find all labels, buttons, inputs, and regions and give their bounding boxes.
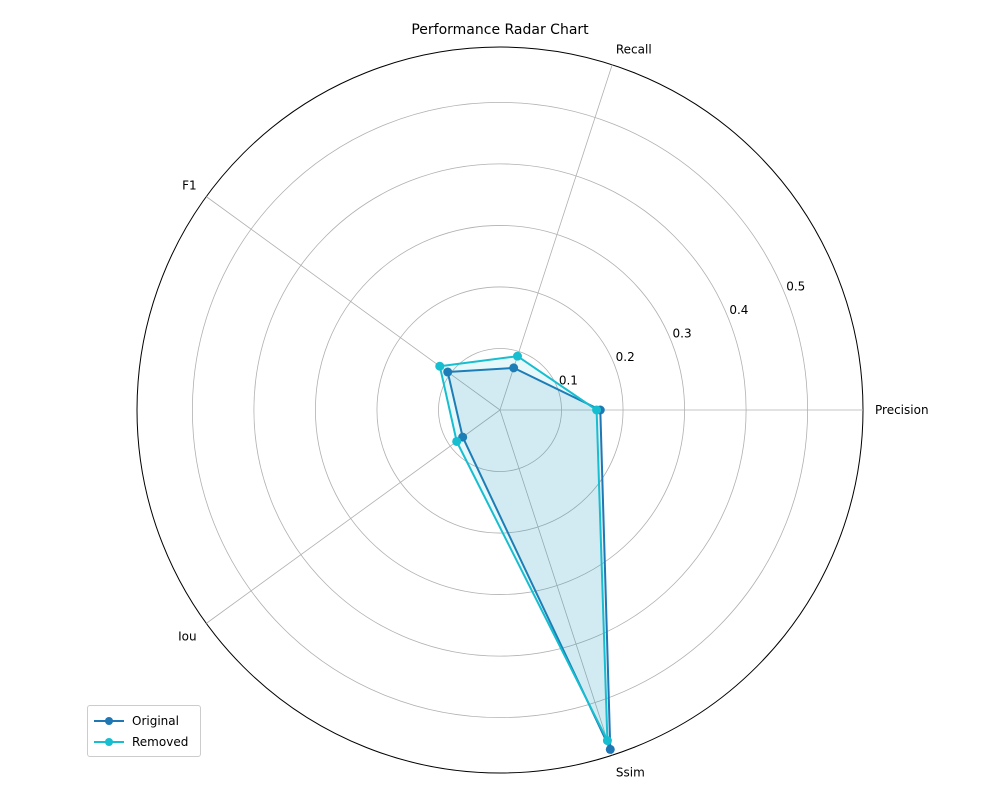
series-point-removed-recall (512, 351, 522, 361)
legend-label-removed: Removed (132, 734, 189, 749)
series-point-removed-ssim (602, 736, 612, 746)
radial-tick-label: 0.5 (786, 279, 805, 293)
spoke-iou (206, 409, 501, 624)
spoke-ssim (499, 409, 613, 756)
axis-label-iou: Iou (178, 629, 197, 643)
series-point-original-recall (509, 363, 519, 373)
legend-item-removed: Removed (94, 731, 194, 752)
series-fill-removed (439, 356, 608, 741)
radial-tick-label: 0.4 (729, 303, 748, 317)
series-line-removed (438, 355, 609, 742)
series-fill-original (447, 367, 611, 750)
axis-label-recall: Recall (616, 42, 652, 56)
series-point-removed-precision (592, 405, 602, 415)
chart-title: Performance Radar Chart (411, 22, 589, 38)
radial-tick-label: 0.2 (616, 350, 635, 364)
series-point-removed-f1 (435, 361, 445, 371)
legend-item-original: Original (94, 710, 194, 731)
axis-label-f1: F1 (182, 179, 197, 193)
legend-label-original: Original (132, 713, 179, 728)
legend-swatch-removed (94, 736, 124, 748)
legend-swatch-original (94, 715, 124, 727)
axis-label-ssim: Ssim (616, 766, 645, 780)
series-line-original (446, 366, 612, 751)
radial-tick-label: 0.3 (673, 326, 692, 340)
series-point-original-ssim (605, 744, 615, 754)
axis-label-precision: Precision (875, 403, 929, 417)
legend: Original Removed (87, 705, 201, 757)
radial-tick-label: 0.1 (559, 373, 578, 387)
series-point-original-f1 (443, 367, 453, 377)
series-point-removed-iou (452, 436, 462, 446)
